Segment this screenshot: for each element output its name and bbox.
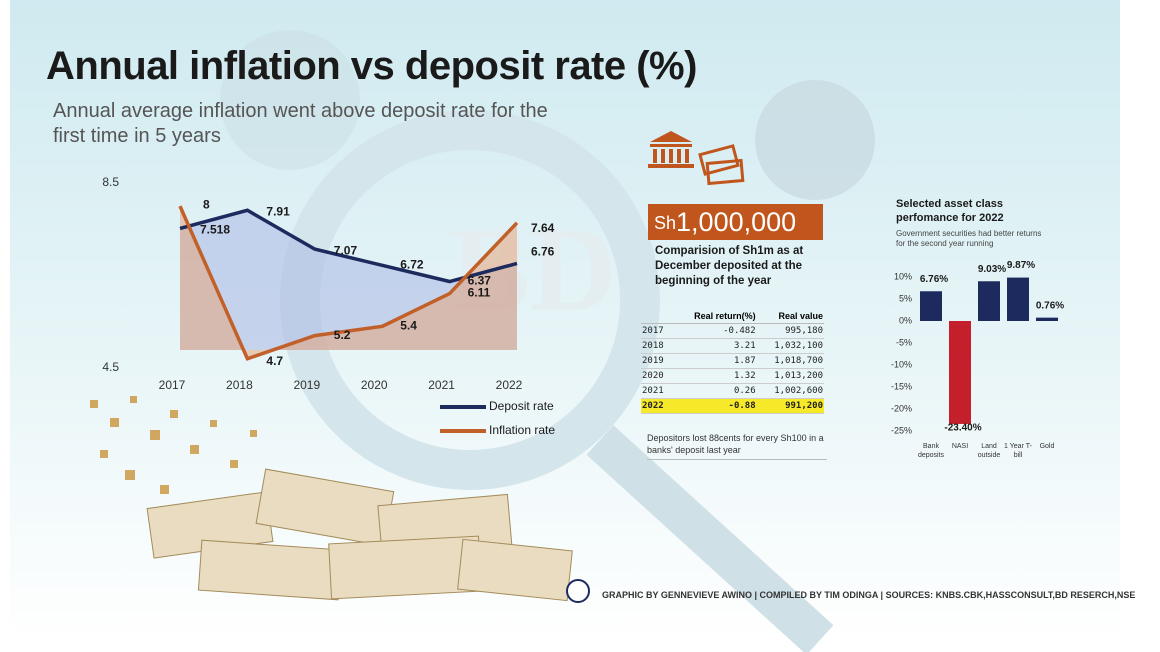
data-label: 6.11 — [468, 286, 491, 300]
data-label: 6.72 — [400, 257, 424, 271]
data-label: 5.4 — [400, 319, 417, 333]
x-tick-label: Land outside — [977, 443, 1001, 459]
table-header: Real return(%) — [672, 309, 757, 324]
credits: GRAPHIC BY GENNEVIEVE AWINO | COMPILED B… — [602, 590, 1136, 600]
x-tick-label: Gold — [1039, 443, 1055, 450]
table-cell: 991,200 — [756, 398, 824, 414]
table-cell: 3.21 — [672, 338, 757, 354]
logo — [566, 579, 590, 603]
y-tick-label: 5% — [899, 293, 912, 303]
data-label: 7.07 — [334, 243, 358, 257]
table-cell: 1.87 — [672, 353, 757, 369]
x-tick-label: Bank deposits — [917, 443, 945, 459]
decor-money — [146, 468, 573, 602]
data-label: 6.76% — [920, 274, 948, 285]
table-cell: 2020 — [641, 368, 673, 384]
y-tick-label: -5% — [896, 337, 912, 347]
y-tick-label: -20% — [891, 403, 912, 413]
bar-subtitle: Government securities had better returns… — [896, 229, 1042, 248]
x-tick-label: 2022 — [496, 378, 523, 392]
x-tick-label: 2021 — [428, 378, 455, 392]
data-label: -23.40% — [944, 423, 981, 434]
title: Annual inflation vs deposit rate (%) — [46, 44, 697, 88]
data-label: 6.76 — [531, 245, 555, 259]
y-tick-label: 10% — [894, 271, 912, 281]
table-row: 2018 3.21 1,032,100 — [641, 338, 824, 354]
table-row: 2017 -0.482 995,180 — [641, 323, 824, 339]
legend-label: Deposit rate — [489, 399, 554, 413]
table-cell: 1,013,200 — [756, 368, 824, 384]
line — [178, 205, 519, 361]
legend-label: Inflation rate — [489, 423, 555, 437]
comparison-caption: Comparision of Sh1m as at December depos… — [655, 245, 804, 287]
table-row: 2022 -0.88 991,200 — [641, 398, 824, 414]
comparison-table: Real return(%) Real value 2017 -0.482 995,1… — [641, 309, 824, 414]
bar — [949, 321, 971, 424]
table-cell: 0.26 — [672, 383, 757, 399]
bank-icon — [648, 131, 745, 186]
y-tick-label: -25% — [891, 425, 912, 435]
area — [180, 206, 517, 359]
data-label: 9.87% — [1007, 260, 1035, 271]
x-tick-label: 2019 — [293, 378, 320, 392]
amount-box — [648, 204, 823, 240]
table-cell: 2018 — [641, 338, 673, 354]
line — [179, 208, 518, 284]
decor-circle — [220, 30, 360, 170]
table-cell: 2021 — [641, 383, 673, 399]
bar — [1036, 317, 1058, 321]
decor-handle — [586, 425, 834, 652]
data-label: 8 — [203, 197, 210, 211]
x-tick-label: 1 Year T-bill — [1004, 443, 1032, 459]
bar — [1007, 277, 1029, 321]
data-label: 6.37 — [468, 274, 492, 288]
table-cell: 995,180 — [756, 323, 824, 339]
table-cell: -0.88 — [672, 398, 757, 414]
y-tick-label: -10% — [891, 359, 912, 369]
table-cell: 2019 — [641, 353, 673, 369]
data-label: 0.76% — [1036, 300, 1064, 311]
bar — [978, 281, 1000, 321]
table-cell: 1,018,700 — [756, 353, 824, 369]
table-row: 2020 1.32 1,013,200 — [641, 368, 824, 384]
x-tick-label: NASI — [951, 443, 969, 450]
data-label: 7.64 — [531, 221, 555, 235]
table-row: 2019 1.87 1,018,700 — [641, 353, 824, 369]
data-label: 9.03% — [978, 264, 1006, 275]
y-tick-label: 8.5 — [102, 175, 119, 189]
table-cell: 1,032,100 — [756, 338, 824, 354]
subtitle: Annual average inflation went above depo… — [53, 100, 548, 147]
amount: Sh1,000,000 — [654, 207, 796, 237]
y-tick-label: 4.5 — [102, 360, 119, 374]
decor-pixels — [90, 396, 257, 494]
y-tick-label: -15% — [891, 381, 912, 391]
x-tick-label: 2018 — [226, 378, 253, 392]
data-label: 7.91 — [266, 204, 290, 218]
x-tick-label: 2017 — [159, 378, 186, 392]
table-cell: 2017 — [641, 323, 673, 339]
table-cell: 2022 — [641, 398, 673, 414]
bar-title: Selected asset class perfomance for 2022 — [896, 198, 1004, 224]
bar — [920, 291, 942, 321]
table-row: 2021 0.26 1,002,600 — [641, 383, 824, 399]
table-cell: 1.32 — [672, 368, 757, 384]
data-label: 5.2 — [334, 328, 351, 342]
y-tick-label: 0% — [899, 315, 912, 325]
data-label: 4.7 — [266, 354, 283, 368]
x-tick-label: 2020 — [361, 378, 388, 392]
table-header: Real value — [756, 309, 824, 324]
table-cell: -0.482 — [672, 323, 757, 339]
decor-circle — [755, 80, 875, 200]
table-cell: 1,002,600 — [756, 383, 824, 399]
comparison-note: Depositors lost 88cents for every Sh100 … — [647, 432, 827, 460]
data-label: 7.518 — [200, 223, 230, 237]
